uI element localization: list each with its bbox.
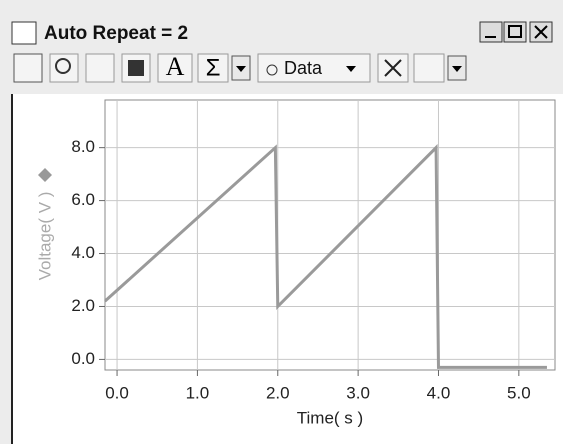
x-tick-label: 5.0 [507,383,531,402]
x-tick-label: 0.0 [105,383,129,402]
app-icon [11,21,37,45]
window-controls [479,21,553,43]
y-tick-label: 8.0 [71,137,95,156]
y-tick-label: 2.0 [71,296,95,315]
dropdown-arrow [236,66,246,72]
options-button[interactable] [413,53,445,83]
examine-button[interactable] [85,53,115,83]
data-line [103,144,547,369]
dropdown-arrow [452,66,462,72]
graph-pane [12,94,563,444]
calculator-icon [128,60,144,76]
font-button[interactable] [157,53,193,83]
data-menu-label: Data [284,58,323,78]
minimize-button[interactable] [479,21,503,43]
data-icon [266,64,278,76]
font-button-label: A [166,52,185,81]
remove-icon [384,59,402,77]
dropdown-arrow [346,66,356,72]
window-title: Auto Repeat = 2 [44,23,188,44]
maximize-icon [508,25,522,38]
y-tick-label: 4.0 [71,243,95,262]
close-icon [534,25,548,39]
y-axis-label: Voltage( V ) [35,192,54,281]
zoom-icon [55,58,71,74]
toolbar: A Σ Data [13,52,467,83]
stats-button-label: Σ [206,54,221,81]
y-tick-label: 0.0 [71,349,95,368]
x-tick-label: 4.0 [427,383,451,402]
y-tick-label: 6.0 [71,190,95,209]
autoscale-button[interactable] [13,53,43,83]
plot-frame [104,99,556,371]
x-tick-label: 2.0 [266,383,290,402]
x-axis-label: Time( s ) [297,408,363,427]
stats-button[interactable] [197,53,229,83]
legend-marker [38,168,52,182]
x-tick-label: 3.0 [346,383,370,402]
x-tick-label: 1.0 [186,383,210,402]
